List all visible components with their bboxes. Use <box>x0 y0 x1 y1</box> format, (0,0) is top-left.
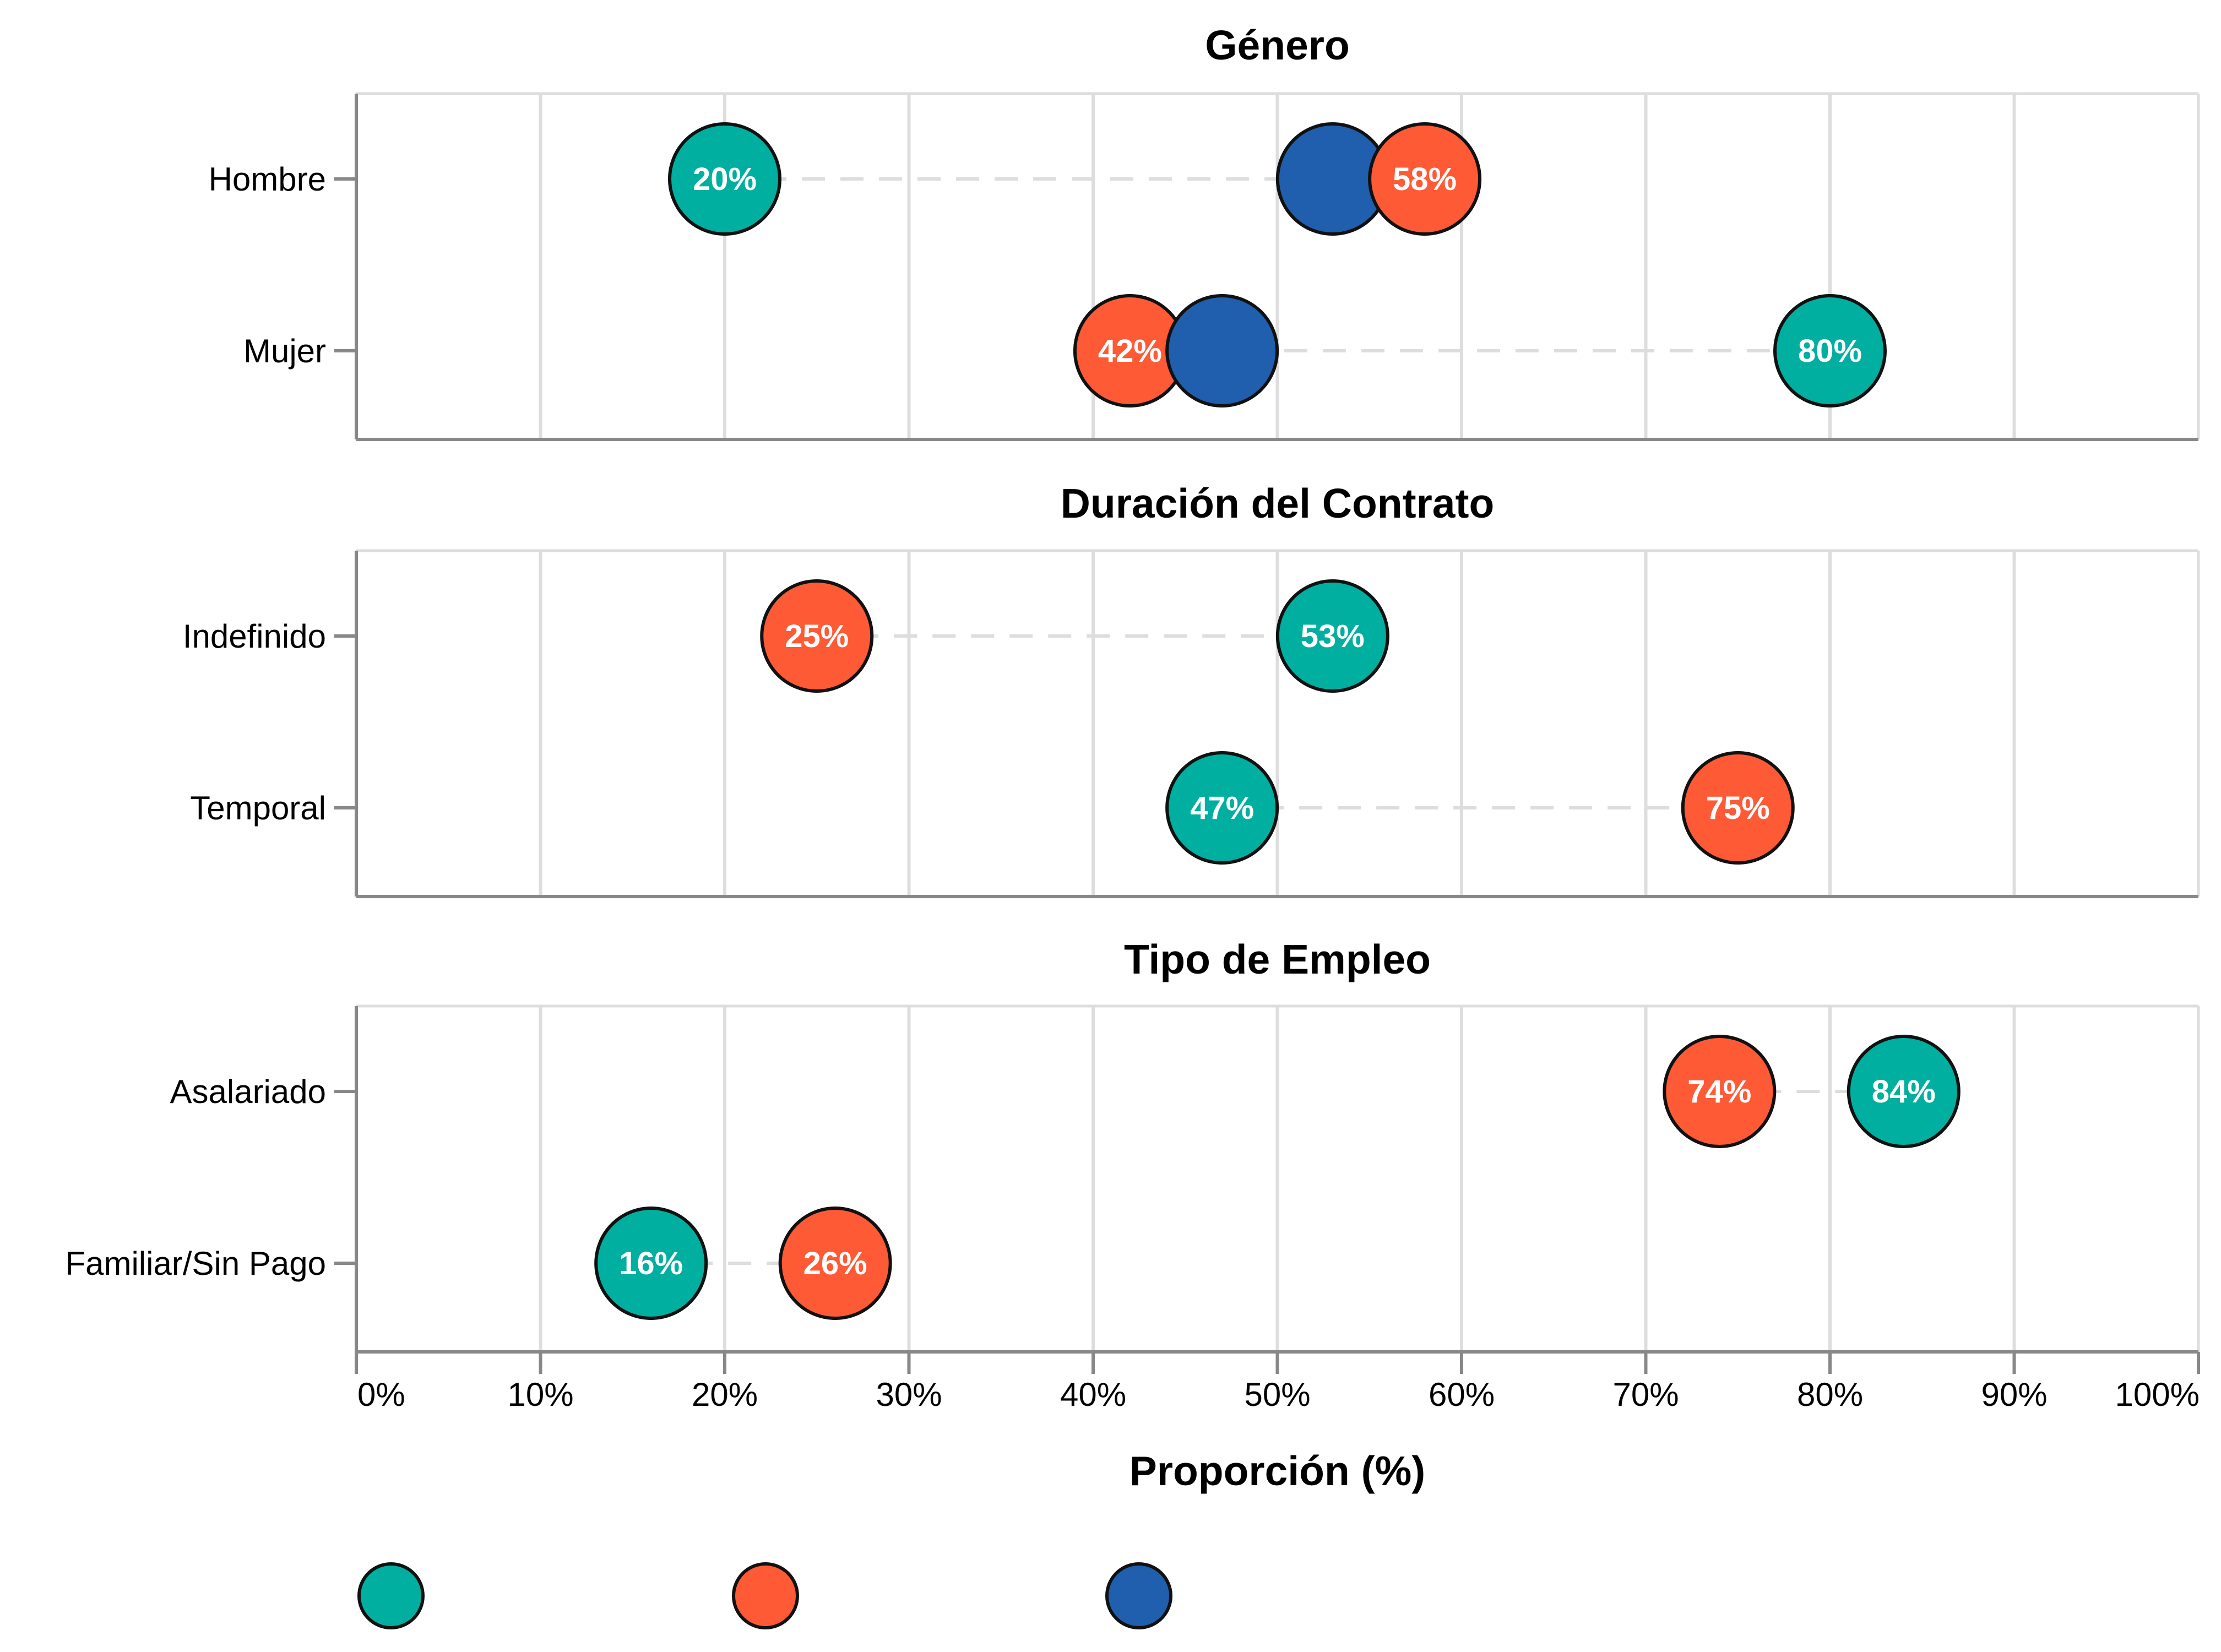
x-tick-label: 20% <box>692 1376 758 1413</box>
data-point <box>1165 751 1279 865</box>
x-tick-label: 40% <box>1060 1376 1126 1413</box>
data-point <box>778 1207 892 1320</box>
data-point <box>1663 1035 1777 1148</box>
legend-swatch <box>357 1562 425 1629</box>
data-point <box>668 122 781 236</box>
data-label: 25% <box>785 618 849 654</box>
category-label: Hombre <box>209 161 326 198</box>
x-tick-label: 70% <box>1612 1376 1679 1413</box>
x-tick-label: 60% <box>1429 1376 1495 1413</box>
data-point <box>1165 294 1279 407</box>
x-tick-label: 50% <box>1244 1376 1310 1413</box>
panel-title: Tipo de Empleo <box>1124 936 1431 982</box>
data-point <box>1681 751 1795 865</box>
data-label: 53% <box>1301 618 1365 654</box>
x-tick-label: 100% <box>2115 1376 2200 1413</box>
data-point <box>1773 294 1887 407</box>
x-tick-label: 80% <box>1797 1376 1863 1413</box>
data-point <box>1275 579 1389 693</box>
legend-swatch <box>1105 1562 1172 1629</box>
panel-title: Duración del Contrato <box>1061 480 1495 526</box>
x-tick-label: 0% <box>357 1376 405 1413</box>
category-label: Temporal <box>190 790 326 827</box>
category-label: Asalariado <box>170 1073 326 1110</box>
data-label: 42% <box>1098 333 1162 369</box>
category-label: Familiar/Sin Pago <box>65 1245 326 1282</box>
x-tick-label: 90% <box>1981 1376 2047 1413</box>
data-point <box>594 1207 708 1320</box>
data-label: 20% <box>693 161 757 197</box>
data-label: 47% <box>1190 790 1254 826</box>
panel-0: Género Hombre 20% 58% Mujer 42% 80% <box>209 22 2200 441</box>
data-label: 58% <box>1393 161 1457 197</box>
data-label: 84% <box>1872 1074 1936 1110</box>
panel-1: Duración del Contrato Indefinido 25% 53% Tem… <box>183 480 2200 898</box>
data-point <box>760 579 874 693</box>
x-tick-label: 30% <box>876 1376 942 1413</box>
x-axis-title: Proporción (%) <box>1129 1448 1426 1494</box>
x-tick-label: 10% <box>507 1376 573 1413</box>
data-point <box>1847 1035 1961 1148</box>
panel-title: Género <box>1205 22 1350 68</box>
data-label: 80% <box>1798 333 1862 369</box>
panel-2: Tipo de Empleo Asalariado 74% 84% Familiar/S… <box>65 936 2200 1354</box>
data-label: 74% <box>1687 1074 1751 1110</box>
legend-swatch <box>732 1562 799 1629</box>
data-label: 16% <box>619 1246 683 1281</box>
data-point <box>1368 122 1482 236</box>
category-label: Indefinido <box>183 618 326 655</box>
data-label: 75% <box>1706 790 1770 826</box>
category-label: Mujer <box>243 333 326 369</box>
data-label: 26% <box>803 1246 867 1281</box>
